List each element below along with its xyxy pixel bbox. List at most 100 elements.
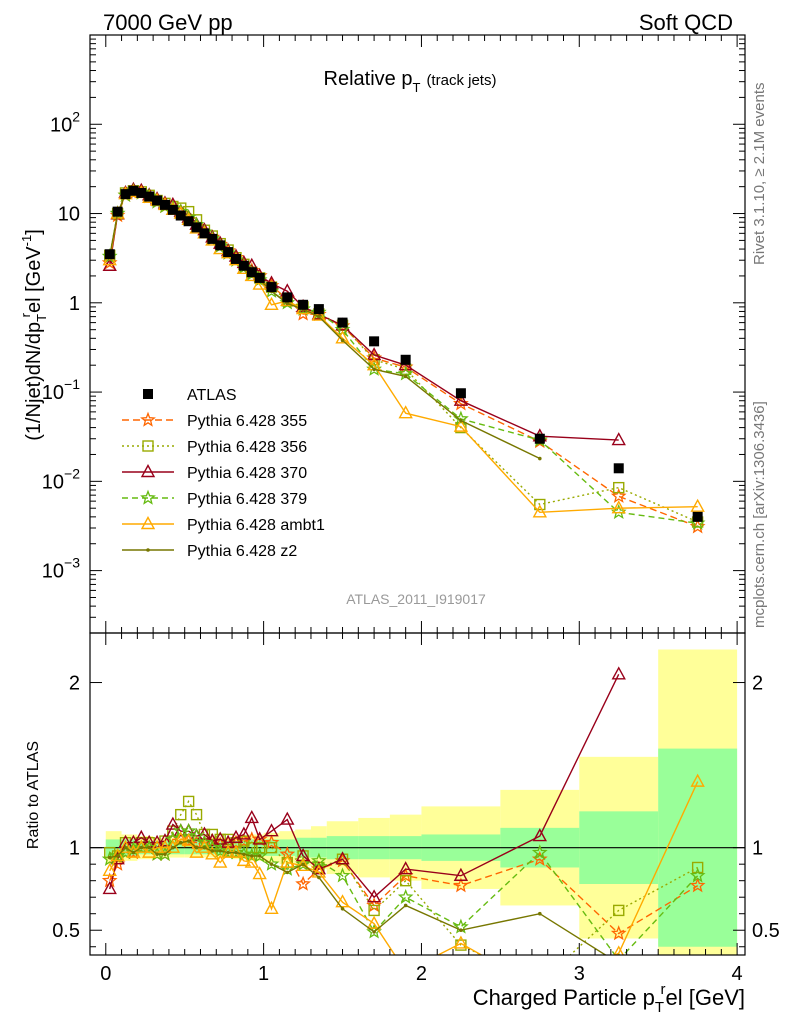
ratio-point bbox=[171, 845, 175, 850]
atlas-point bbox=[128, 185, 139, 196]
series-line bbox=[109, 191, 541, 460]
x-tick-label: 2 bbox=[416, 963, 427, 985]
ratio-point bbox=[269, 862, 274, 866]
series-point bbox=[459, 418, 463, 423]
y-tick-label: 10−2 bbox=[42, 465, 80, 493]
series-point bbox=[455, 421, 467, 434]
ratio-point bbox=[317, 875, 321, 880]
legend-marker bbox=[146, 548, 150, 552]
ratio-point bbox=[335, 894, 350, 908]
ratio-point bbox=[218, 849, 223, 853]
y-tick-label: 10 bbox=[58, 204, 80, 226]
legend-item-pythia-6-428-356: Pythia 6.428 356 bbox=[122, 439, 307, 456]
x-tick-label: 1 bbox=[258, 963, 269, 985]
ratio-point bbox=[165, 839, 181, 853]
ratio-point bbox=[459, 928, 463, 933]
ratio-point bbox=[205, 846, 220, 860]
ratio-point bbox=[280, 811, 295, 825]
atlas-point bbox=[298, 299, 309, 310]
ratio-point bbox=[163, 852, 167, 857]
ratio-point bbox=[139, 845, 144, 850]
y-tick-label: 10−3 bbox=[42, 555, 80, 583]
atlas-point bbox=[136, 187, 147, 198]
series-point bbox=[372, 367, 376, 372]
atlas-point bbox=[313, 304, 324, 315]
atlas-point bbox=[455, 388, 466, 399]
xlabel-a: Charged Particle p bbox=[473, 985, 655, 1010]
ratio-ylabel: Ratio to ATLAS bbox=[25, 741, 42, 849]
ratio-y-tick-label: 1 bbox=[69, 838, 80, 860]
ratio-point bbox=[190, 808, 203, 821]
ratio-point bbox=[234, 850, 238, 855]
ratio-uncertainty-bands bbox=[105, 649, 738, 955]
rivet-label: Rivet 3.1.10, ≥ 2.1M events bbox=[751, 83, 768, 266]
ratio-point bbox=[157, 839, 173, 853]
y-tick-base: 10 bbox=[42, 561, 64, 583]
legend-label: ATLAS bbox=[187, 387, 237, 404]
legend-label: Pythia 6.428 355 bbox=[187, 413, 307, 430]
ratio-point bbox=[131, 850, 136, 855]
ratio-point bbox=[178, 840, 183, 845]
series-point bbox=[264, 296, 279, 310]
atlas-point bbox=[266, 282, 277, 293]
ratio-point bbox=[210, 849, 215, 853]
legend-item-pythia-6-428-ambt1: Pythia 6.428 ambt1 bbox=[122, 516, 325, 534]
ratio-point bbox=[611, 666, 626, 680]
series-point bbox=[611, 432, 626, 446]
ratio-point bbox=[295, 875, 312, 891]
legend-marker bbox=[143, 389, 153, 399]
x-tick-label: 4 bbox=[732, 963, 743, 985]
y-tick-base: 10 bbox=[42, 471, 64, 493]
ratio-point bbox=[335, 851, 350, 865]
ratio-point bbox=[334, 867, 351, 883]
y-tick-label: 10−1 bbox=[42, 376, 80, 404]
ratio-panel: 0 1 2 3 4 0.5 0.5 1 1 2 2 Ratio to ATLAS Charged P… bbox=[25, 632, 780, 1016]
title-sub: T bbox=[412, 80, 420, 95]
ratio-point bbox=[118, 839, 133, 853]
atlas-point bbox=[144, 191, 155, 202]
ratio-point bbox=[226, 850, 230, 855]
ratio-point bbox=[452, 877, 469, 893]
ratio-point bbox=[242, 852, 246, 857]
ratio-point bbox=[398, 861, 413, 875]
atlas-point bbox=[199, 228, 210, 239]
atlas-point bbox=[112, 206, 123, 217]
ratio-point bbox=[280, 854, 295, 868]
atlas-point bbox=[230, 253, 241, 264]
ratio-point bbox=[236, 826, 252, 840]
series-point bbox=[532, 504, 547, 518]
series-point bbox=[340, 338, 345, 343]
ratio-point bbox=[295, 855, 312, 871]
ratio-point bbox=[366, 889, 382, 903]
ylabel-c: ] bbox=[23, 229, 45, 235]
ratio-point bbox=[690, 773, 705, 787]
ratio-point bbox=[252, 831, 267, 845]
ratio-point bbox=[252, 866, 267, 880]
ratio-point bbox=[238, 835, 250, 847]
ratio-point bbox=[265, 841, 278, 854]
ratio-point bbox=[613, 904, 625, 917]
ratio-point bbox=[264, 900, 279, 914]
atlas-point bbox=[613, 463, 624, 474]
legend-label: Pythia 6.428 379 bbox=[187, 491, 307, 508]
atlas-point bbox=[282, 292, 293, 303]
ratio-point bbox=[253, 841, 266, 854]
ratio-pythia-6-428-z2 bbox=[107, 839, 607, 955]
ratio-point bbox=[244, 809, 259, 824]
y-tick-exp: −3 bbox=[64, 555, 80, 571]
legend-marker bbox=[140, 411, 156, 427]
ratio-y-tick-label-right: 1 bbox=[752, 838, 763, 860]
ratio-point bbox=[257, 854, 262, 858]
y-tick-base: 1 bbox=[69, 293, 80, 315]
xlabel-sub: T bbox=[655, 999, 664, 1016]
series-point bbox=[285, 301, 290, 306]
ratio-point bbox=[155, 852, 159, 857]
ratio-point bbox=[295, 857, 311, 872]
ratio-y-tick-label-right: 2 bbox=[752, 673, 763, 695]
mcplots-label: mcplots.cern.ch [arXiv:1306.3436] bbox=[751, 401, 768, 628]
legend-marker bbox=[140, 464, 156, 478]
legend-marker bbox=[142, 440, 154, 452]
ratio-point bbox=[244, 854, 259, 868]
